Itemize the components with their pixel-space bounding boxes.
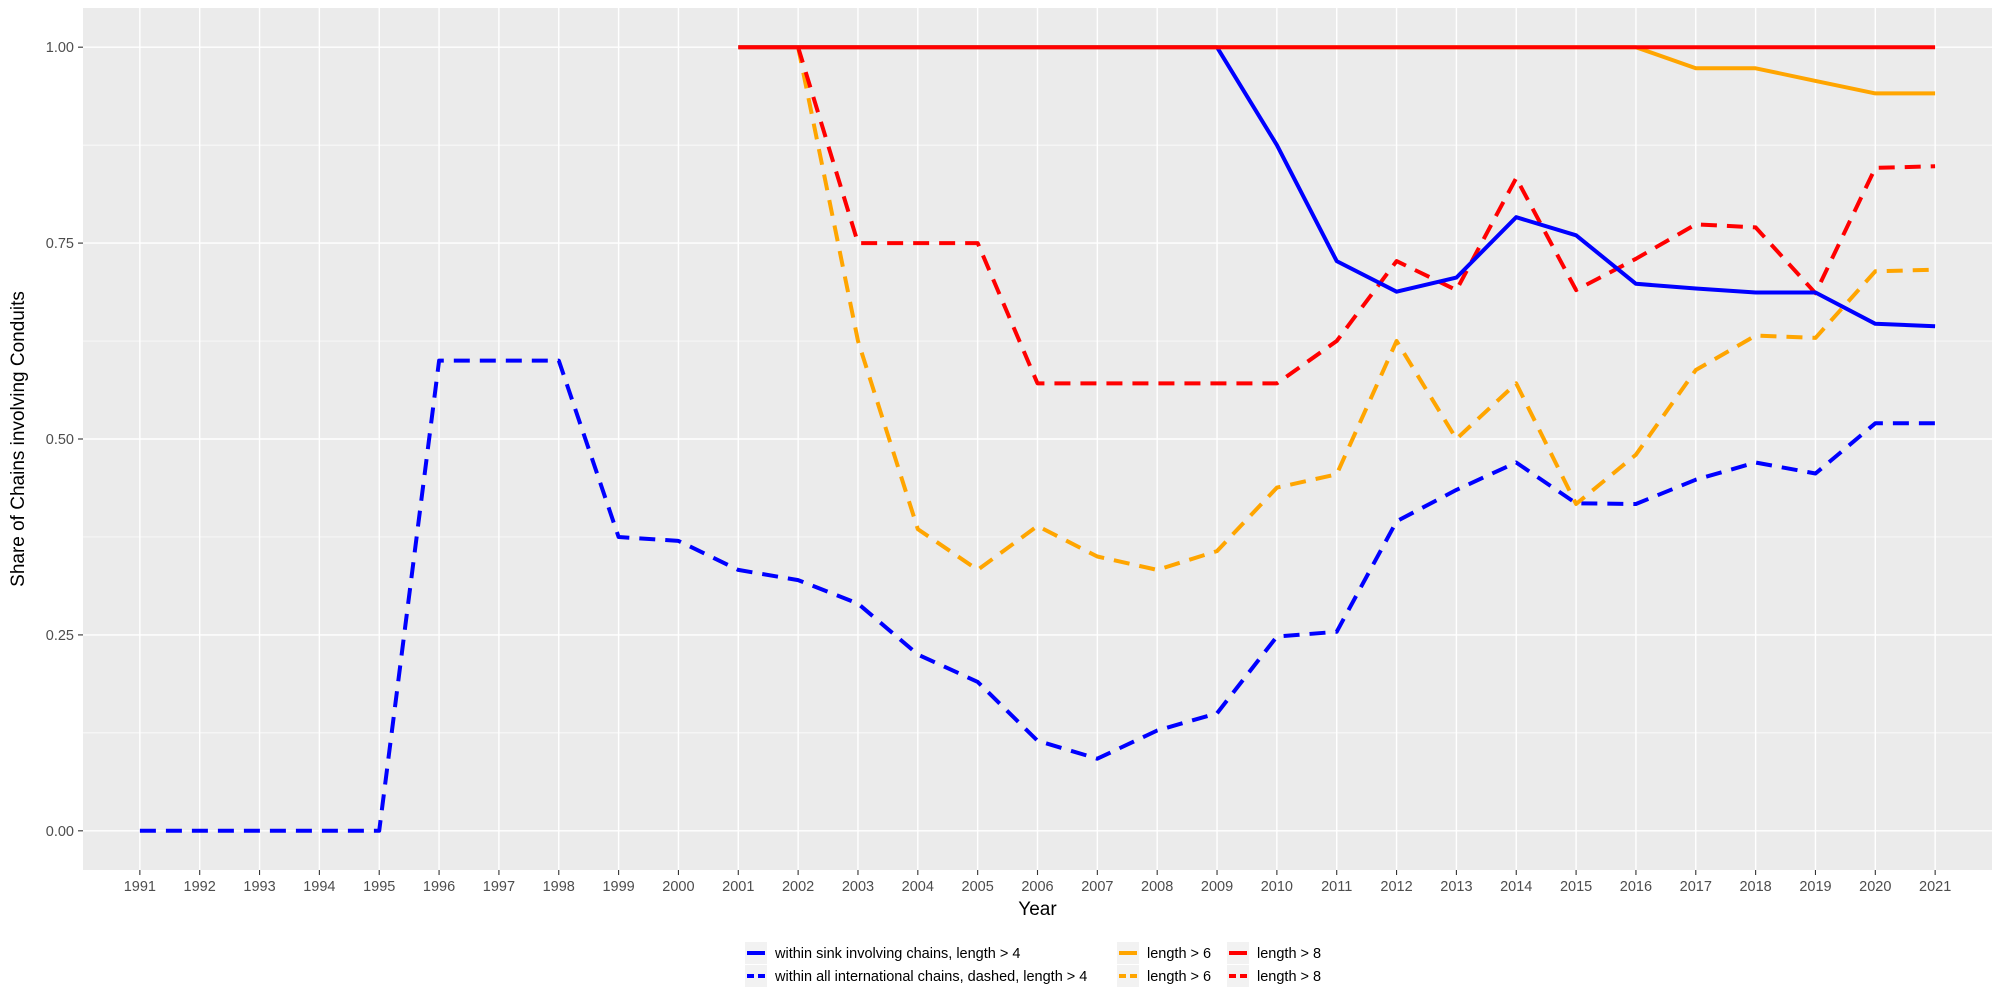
x-axis: 1991 1992 1993 1994 1995 1996 1997 1998 1999 2000… [124, 870, 1951, 895]
x-tick-label: 2002 [782, 879, 814, 895]
y-tick-label: 0.25 [46, 628, 74, 644]
x-tick-label: 1992 [184, 879, 216, 895]
legend-label: within sink involving chains, length > 4 [774, 946, 1020, 962]
y-tick-label: 0.00 [46, 824, 74, 840]
legend-label: length > 8 [1257, 969, 1321, 985]
x-tick-label: 2008 [1141, 879, 1173, 895]
legend-item: within sink involving chains, length > 4 [745, 942, 1020, 964]
x-tick-label: 1991 [124, 879, 156, 895]
legend-item: length > 6 [1117, 942, 1211, 964]
x-tick-label: 1997 [483, 879, 515, 895]
x-tick-label: 2001 [722, 879, 754, 895]
x-tick-label: 1994 [303, 879, 335, 895]
x-tick-label: 2012 [1380, 879, 1412, 895]
x-tick-label: 2013 [1440, 879, 1472, 895]
series-line-dashed-5 [796, 46, 1936, 386]
legend-key-bg [1117, 965, 1139, 987]
x-tick-label: 1998 [543, 879, 575, 895]
series-layer [139, 45, 1936, 833]
x-tick-label: 2004 [902, 879, 934, 895]
x-tick-label: 1999 [602, 879, 634, 895]
x-tick-label: 2021 [1919, 879, 1951, 895]
x-tick-label: 2000 [662, 879, 694, 895]
y-tick-label: 1.00 [46, 40, 74, 56]
grid-major [83, 8, 1992, 870]
legend-label: length > 6 [1147, 969, 1211, 985]
series-line-dashed-1 [139, 358, 1936, 833]
x-tick-label: 2005 [962, 879, 994, 895]
y-axis-title: Share of Chains involving Conduits [8, 291, 29, 587]
legend-item: within all international chains, dashed,… [745, 965, 1087, 987]
x-tick-label: 2016 [1620, 879, 1652, 895]
x-tick-label: 2007 [1081, 879, 1113, 895]
legend-label: length > 8 [1257, 946, 1321, 962]
y-axis: 0.00 0.25 0.50 0.75 1.00 [46, 40, 83, 840]
legend-key-bg [1227, 965, 1249, 987]
legend-item: length > 6 [1117, 965, 1211, 987]
x-tick-label: 2014 [1500, 879, 1532, 895]
x-axis-title: Year [1018, 899, 1057, 920]
x-tick-label: 2018 [1739, 879, 1771, 895]
legend-item: length > 8 [1227, 942, 1321, 964]
legend-label: within all international chains, dashed,… [774, 969, 1087, 985]
x-tick-label: 2010 [1261, 879, 1293, 895]
legend-key-bg [745, 965, 767, 987]
x-tick-label: 2015 [1560, 879, 1592, 895]
x-tick-label: 2003 [842, 879, 874, 895]
x-tick-label: 2009 [1201, 879, 1233, 895]
series-line-dashed-3 [796, 46, 1936, 572]
legend-item: length > 8 [1227, 965, 1321, 987]
y-tick-label: 0.75 [46, 236, 74, 252]
x-tick-label: 1996 [423, 879, 455, 895]
legend: within sink involving chains, length > 4… [745, 942, 1321, 987]
y-tick-label: 0.50 [46, 432, 74, 448]
legend-label: length > 6 [1147, 946, 1211, 962]
x-tick-label: 1993 [243, 879, 275, 895]
x-tick-label: 2019 [1799, 879, 1831, 895]
x-tick-label: 2011 [1321, 879, 1352, 895]
x-tick-label: 2017 [1680, 879, 1712, 895]
x-tick-label: 2020 [1859, 879, 1891, 895]
x-tick-label: 1995 [363, 879, 395, 895]
x-tick-label: 2006 [1021, 879, 1053, 895]
